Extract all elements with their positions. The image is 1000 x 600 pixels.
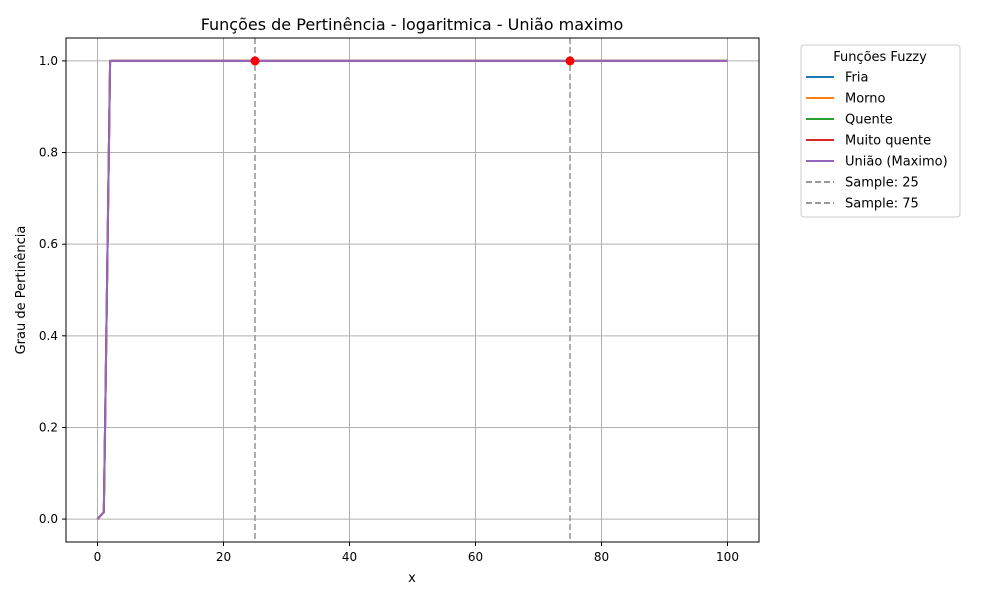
legend-label: Morno [845,92,886,107]
chart-title: Funções de Pertinência - logaritmica - U… [201,15,624,34]
sample-marker [250,56,260,66]
legend-label: Sample: 75 [845,197,919,212]
x-axis-ticks: 0 20 40 60 80 100 [94,542,739,564]
y-axis-ticks: 0.0 0.2 0.4 0.6 0.8 1.0 [39,54,66,526]
series-group [96,59,728,520]
x-tick-label: 100 [716,550,739,564]
x-tick-label: 20 [216,550,231,564]
legend-label: Sample: 25 [845,176,919,191]
x-tick-label: 60 [468,550,483,564]
sample-marker [565,56,575,66]
series-line [96,59,728,520]
legend-label: Fria [845,71,868,86]
plot-area [65,37,760,543]
x-tick-label: 0 [94,550,102,564]
sample-markers [250,56,575,66]
x-tick-label: 40 [342,550,357,564]
legend-items: Fria Morno Quente Muito quente União (Maximo… [806,71,948,212]
legend-label: Quente [845,113,893,128]
grid [66,38,759,542]
y-tick-label: 0.6 [39,237,58,251]
y-tick-label: 0.4 [39,329,58,343]
y-tick-label: 0.2 [39,420,58,434]
y-axis-label: Grau de Pertinência [14,226,29,355]
x-tick-label: 80 [594,550,609,564]
series-line [96,59,728,520]
y-tick-label: 1.0 [39,54,58,68]
legend-label: Muito quente [845,134,931,149]
legend-box [800,44,961,218]
legend-title: Funções Fuzzy [833,50,927,65]
series-line [96,59,728,520]
y-tick-label: 0.0 [39,512,58,526]
series-line [96,59,728,520]
series-line [96,59,728,520]
legend: Funções Fuzzy Fria Morno Quente Muito quent… [800,44,961,218]
x-axis-label: x [408,571,416,586]
sample-lines [254,38,571,542]
legend-label: União (Maximo) [845,155,948,170]
y-tick-label: 0.8 [39,146,58,160]
